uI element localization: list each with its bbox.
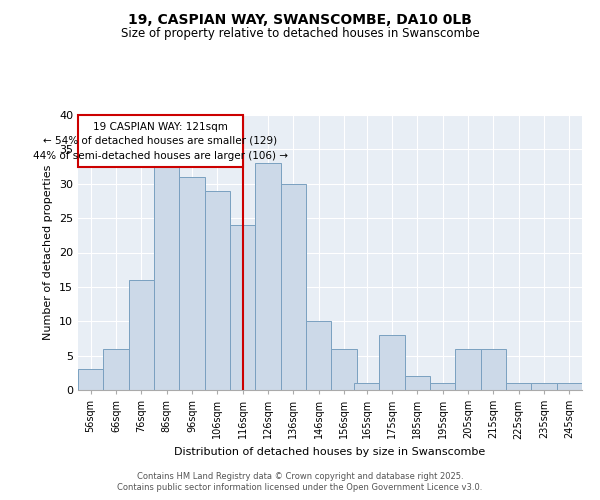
Bar xyxy=(532,383,557,390)
Bar xyxy=(331,349,356,390)
Text: ← 54% of detached houses are smaller (129): ← 54% of detached houses are smaller (12… xyxy=(43,136,277,145)
Bar xyxy=(281,184,306,390)
Bar xyxy=(78,370,103,390)
Bar xyxy=(354,383,379,390)
Bar xyxy=(557,383,582,390)
Bar xyxy=(405,376,430,390)
Bar xyxy=(230,225,255,390)
Text: Contains public sector information licensed under the Open Government Licence v3: Contains public sector information licen… xyxy=(118,484,482,492)
Bar xyxy=(306,322,331,390)
Bar xyxy=(255,163,281,390)
Bar xyxy=(128,280,154,390)
X-axis label: Distribution of detached houses by size in Swanscombe: Distribution of detached houses by size … xyxy=(175,447,485,457)
FancyBboxPatch shape xyxy=(78,115,242,166)
Bar xyxy=(506,383,532,390)
Text: Size of property relative to detached houses in Swanscombe: Size of property relative to detached ho… xyxy=(121,28,479,40)
Bar xyxy=(205,190,230,390)
Bar xyxy=(103,349,128,390)
Bar xyxy=(154,163,179,390)
Bar xyxy=(455,349,481,390)
Bar xyxy=(379,335,405,390)
Text: 19 CASPIAN WAY: 121sqm: 19 CASPIAN WAY: 121sqm xyxy=(93,122,228,132)
Bar xyxy=(481,349,506,390)
Bar xyxy=(179,177,205,390)
Y-axis label: Number of detached properties: Number of detached properties xyxy=(43,165,53,340)
Text: 19, CASPIAN WAY, SWANSCOMBE, DA10 0LB: 19, CASPIAN WAY, SWANSCOMBE, DA10 0LB xyxy=(128,12,472,26)
Text: 44% of semi-detached houses are larger (106) →: 44% of semi-detached houses are larger (… xyxy=(33,151,288,161)
Text: Contains HM Land Registry data © Crown copyright and database right 2025.: Contains HM Land Registry data © Crown c… xyxy=(137,472,463,481)
Bar xyxy=(430,383,455,390)
